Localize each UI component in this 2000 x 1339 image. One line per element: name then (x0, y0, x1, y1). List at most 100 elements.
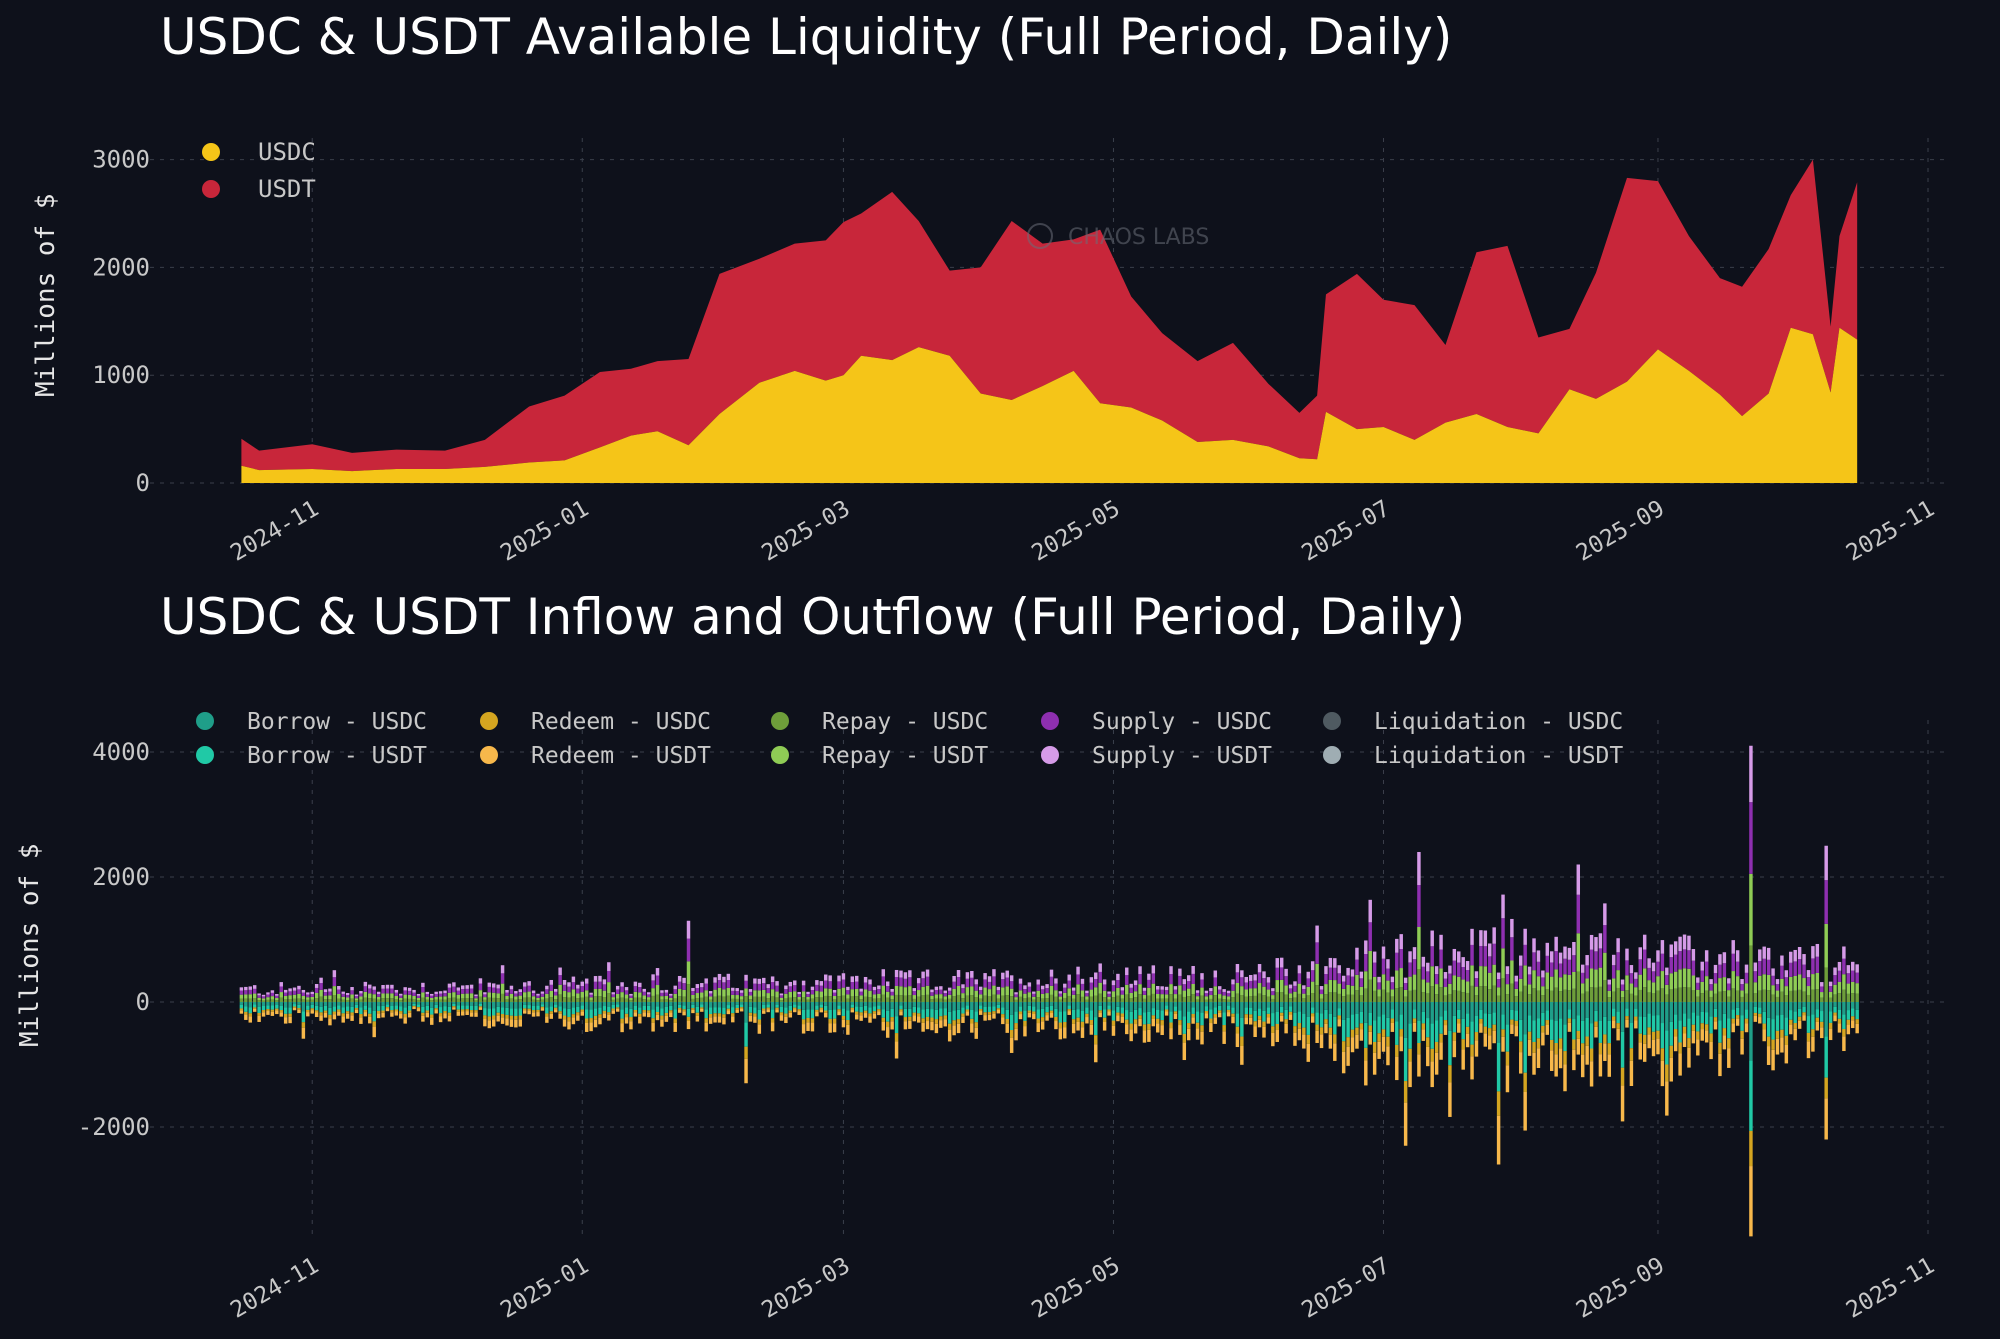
flow-bar-inflow (1762, 989, 1766, 1002)
flow-bar-inflow (921, 971, 925, 979)
legend-label-liquidation-usdt: Liquidation - USDT (1374, 743, 1623, 769)
flow-bar-outflow (478, 1003, 483, 1007)
flow-bar-outflow (735, 1009, 739, 1013)
flow-bar-inflow (837, 988, 841, 997)
flow-bar-inflow (483, 997, 487, 1000)
flow-bar-outflow (399, 1013, 403, 1019)
flow-bar-inflow (443, 993, 447, 997)
flow-bar-inflow (1527, 966, 1532, 975)
flow-bar-inflow (881, 976, 886, 986)
flow-bar-outflow (1164, 1005, 1169, 1010)
flow-bar-inflow (1147, 995, 1151, 1002)
flow-bar-inflow (1138, 966, 1142, 975)
flow-bar-inflow (1696, 977, 1700, 983)
flow-bar-outflow (1417, 1054, 1421, 1077)
flow-bar-outflow (1470, 1056, 1474, 1080)
flow-bar-inflow (288, 999, 292, 1002)
flow-bar-inflow (1483, 930, 1488, 947)
flow-bar-outflow (1200, 1012, 1204, 1026)
flow-bar-inflow (1018, 990, 1023, 997)
flow-bar-outflow (757, 1002, 762, 1010)
flow-bar-inflow (700, 997, 704, 1002)
flow-bar-inflow (779, 1000, 784, 1002)
flow-bar-outflow (553, 1009, 558, 1013)
flow-bar-outflow (248, 1013, 252, 1017)
flow-bar-outflow (1408, 1048, 1412, 1062)
flow-bar-outflow (376, 1006, 381, 1011)
flow-bar-outflow (890, 1017, 894, 1022)
flow-bar-outflow (1722, 1028, 1727, 1036)
flow-bar-inflow (1231, 990, 1235, 998)
flow-bar-outflow (1350, 1029, 1355, 1038)
flow-bar-inflow (646, 992, 651, 995)
flow-bar-inflow (1067, 995, 1071, 1002)
flow-bar-outflow (323, 1002, 328, 1006)
flow-bar-inflow (1209, 988, 1213, 992)
flow-bar-outflow (394, 1011, 399, 1016)
flow-bar-outflow (1319, 1027, 1324, 1035)
flow-bar-outflow (1217, 1002, 1222, 1006)
flow-bar-inflow (850, 982, 855, 990)
flow-bar-outflow (753, 1007, 757, 1014)
flow-bar-inflow (1514, 988, 1519, 997)
flow-bar-inflow (903, 987, 908, 996)
flow-bar-outflow (1284, 1023, 1288, 1034)
flow-bar-outflow (1634, 1016, 1638, 1021)
flow-bar-outflow (1253, 1002, 1257, 1011)
flow-bar-inflow (1346, 984, 1350, 995)
flow-bar-outflow (695, 1002, 700, 1007)
flow-bar-outflow (1372, 1052, 1377, 1075)
flow-bar-outflow (1713, 1002, 1718, 1009)
flow-bar-inflow (381, 998, 385, 1002)
flow-bar-inflow (762, 996, 766, 1002)
flow-bar-inflow (1098, 971, 1102, 983)
flow-bar-inflow (456, 987, 461, 991)
flow-bar-outflow (677, 1004, 682, 1008)
flow-bar-inflow (509, 998, 514, 1002)
flow-bar-inflow (1789, 962, 1793, 977)
flow-bar-outflow (1204, 1013, 1209, 1019)
flow-bar-inflow (1523, 985, 1527, 1002)
flow-bar-inflow (505, 999, 509, 1002)
flow-bar-outflow (461, 1009, 465, 1012)
flow-bar-inflow (1771, 985, 1775, 995)
flow-bar-outflow (558, 1013, 562, 1019)
flow-bar-inflow (1120, 987, 1125, 991)
flow-bar-outflow (1718, 1002, 1722, 1021)
flow-bar-inflow (1625, 975, 1629, 991)
flow-bar-outflow (1731, 1002, 1735, 1010)
flow-bar-outflow (1359, 1029, 1364, 1041)
flow-bar-outflow (1032, 1014, 1036, 1020)
flow-bar-outflow (1368, 1031, 1372, 1045)
flow-bar-inflow (930, 999, 934, 1002)
flow-bar-outflow (1669, 1045, 1673, 1058)
flow-bar-inflow (677, 988, 682, 997)
flow-bar-inflow (1665, 994, 1669, 1002)
flow-bar-outflow (456, 1009, 461, 1012)
flow-bar-outflow (1421, 1011, 1426, 1024)
flow-bar-outflow (978, 1009, 983, 1012)
flow-bar-inflow (350, 998, 354, 1002)
flow-bar-outflow (509, 1008, 514, 1016)
flow-bar-inflow (527, 991, 531, 998)
flow-bar-inflow (1638, 947, 1642, 960)
flow-bar-inflow (1315, 925, 1319, 943)
flow-bar-outflow (1740, 1002, 1744, 1016)
flow-bar-outflow (1080, 1027, 1085, 1038)
flow-bar-outflow (686, 1020, 691, 1030)
flow-bar-inflow (1846, 965, 1851, 974)
flow-bar-inflow (1634, 995, 1638, 1002)
flow-bar-inflow (1541, 995, 1545, 1002)
flow-bar-inflow (1465, 961, 1470, 971)
flow-bar-outflow (903, 1021, 908, 1030)
flow-bar-inflow (1580, 964, 1585, 973)
flow-bar-inflow (987, 996, 992, 1002)
flow-bar-outflow (837, 1011, 841, 1016)
flow-bar-inflow (1713, 973, 1718, 984)
flow-bar-outflow (314, 1005, 319, 1011)
flow-bar-inflow (1580, 972, 1585, 984)
flow-bar-outflow (1479, 1002, 1483, 1010)
flow-bar-inflow (983, 973, 987, 980)
flow-bar-outflow (261, 1010, 266, 1013)
flow-bar-inflow (1319, 994, 1324, 999)
